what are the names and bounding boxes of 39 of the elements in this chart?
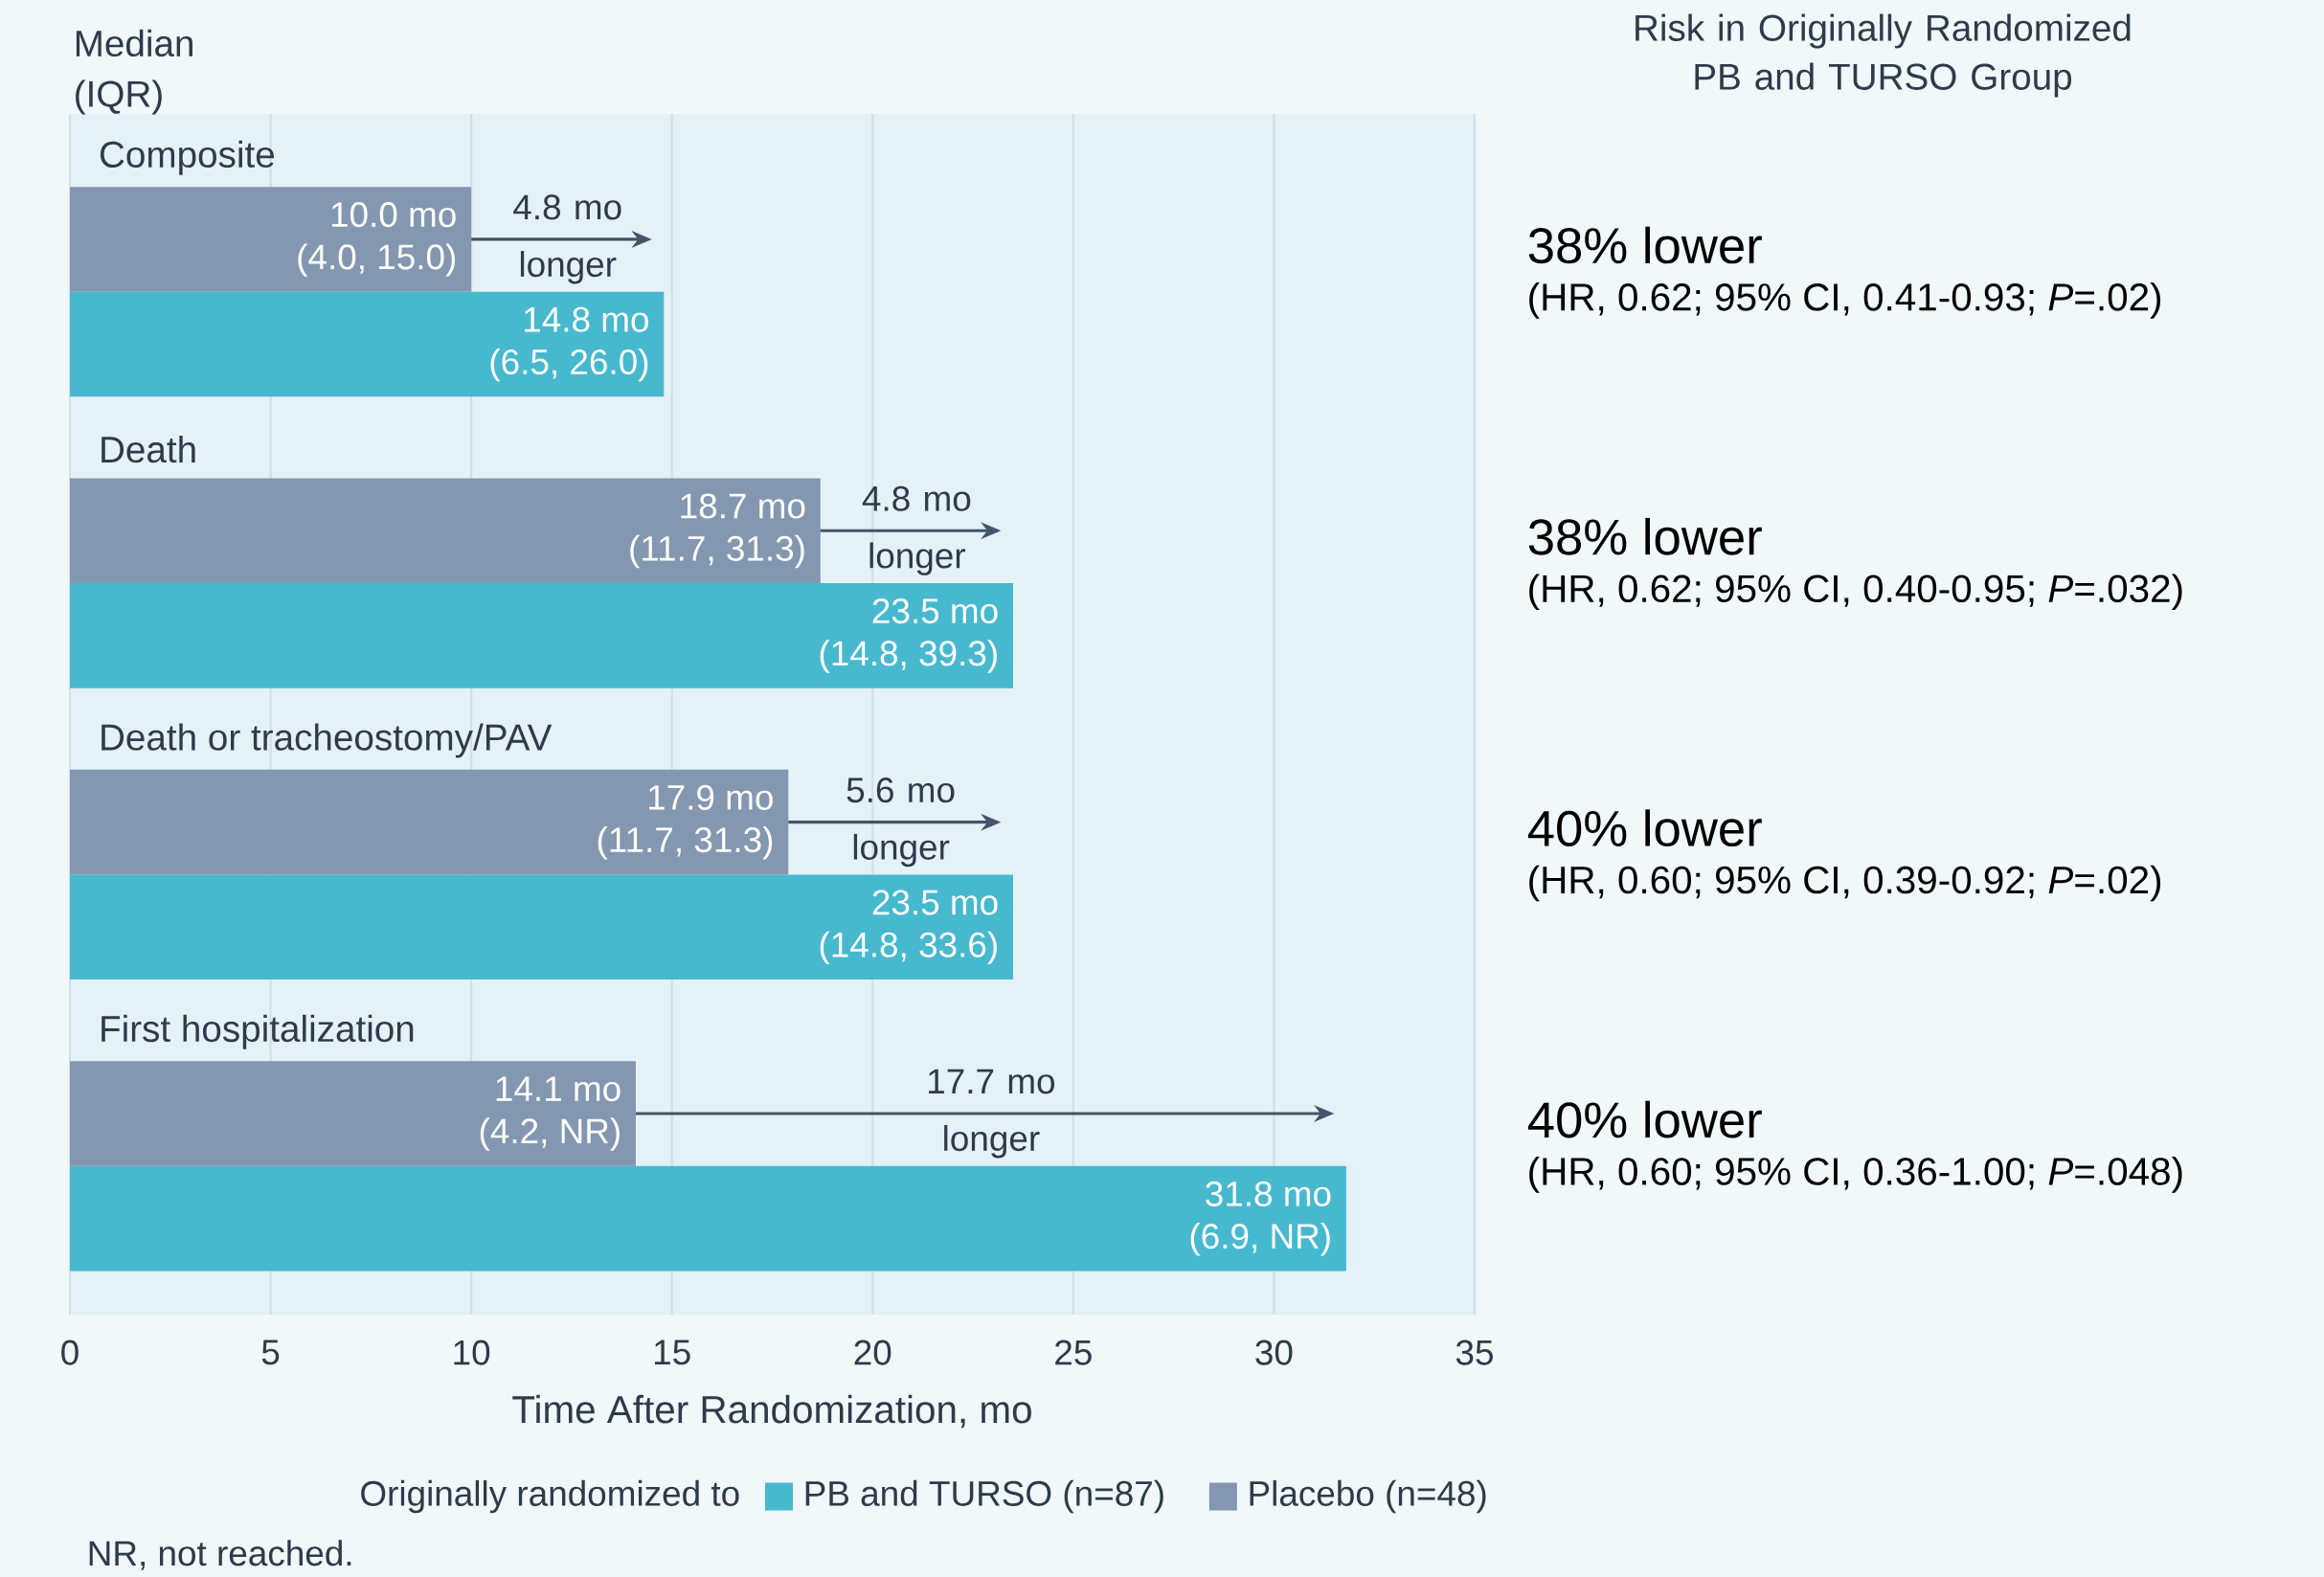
text: (HR, 0.60; 95% CI, 0.36-1.00; P=.048) bbox=[1529, 1157, 2182, 1193]
annotation: 4.8 mo longer bbox=[862, 485, 971, 575]
data-label: 10.0 mo (4.0, 15.0) bbox=[298, 202, 456, 277]
text: 38% lower bbox=[1528, 226, 1762, 264]
text: 40% lower bbox=[1527, 809, 1762, 847]
legend-label: Placebo (n=48) bbox=[1250, 1479, 1486, 1514]
x-tick-label: 20 bbox=[854, 1340, 891, 1365]
y-tick-label: Death bbox=[102, 435, 195, 463]
data-label: 23.5 mo (14.8, 33.6) bbox=[820, 890, 998, 965]
annotation: 5.6 mo longer bbox=[846, 777, 955, 867]
data-label: 18.7 mo (11.7, 31.3) bbox=[630, 493, 805, 569]
legend-title: Originally randomized to bbox=[361, 1479, 739, 1514]
text: Risk in Originally Randomized PB and TURSO Group bbox=[1636, 13, 2131, 98]
text: 38% lower bbox=[1528, 517, 1762, 555]
text: (HR, 0.62; 95% CI, 0.40-0.95; P=.032) bbox=[1529, 574, 2182, 611]
x-tick-label: 5 bbox=[261, 1340, 280, 1365]
data-label: 23.5 mo (14.8, 39.3) bbox=[820, 598, 998, 673]
x-tick-label: 0 bbox=[61, 1340, 79, 1365]
text: (HR, 0.62; 95% CI, 0.41-0.93; P=.02) bbox=[1529, 282, 2161, 319]
data-label: 17.9 mo (11.7, 31.3) bbox=[598, 784, 773, 860]
annotation: 17.7 mo longer bbox=[929, 1069, 1055, 1159]
text: (HR, 0.60; 95% CI, 0.39-0.92; P=.02) bbox=[1529, 865, 2161, 902]
x-tick-label: 25 bbox=[1055, 1340, 1092, 1365]
x-tick-label: 35 bbox=[1455, 1340, 1493, 1365]
y-tick-label: Death or tracheostomy/PAV bbox=[102, 723, 553, 758]
data-label: 14.1 mo (4.2, NR) bbox=[480, 1076, 620, 1151]
data-label: 14.8 mo (6.5, 26.0) bbox=[490, 306, 648, 382]
text: NR, not reached. bbox=[89, 1540, 351, 1570]
annotation: 4.8 mo longer bbox=[513, 194, 621, 284]
x-tick-label: 10 bbox=[454, 1340, 490, 1365]
data-label: 31.8 mo (6.9, NR) bbox=[1190, 1181, 1331, 1256]
y-tick-label: Composite bbox=[100, 140, 275, 175]
legend-label: PB and TURSO (n=87) bbox=[805, 1479, 1163, 1514]
annotation: Median (IQR) bbox=[76, 29, 192, 115]
text: 40% lower bbox=[1527, 1100, 1762, 1138]
x-axis-title: Time After Randomization, mo bbox=[512, 1394, 1031, 1429]
x-tick-label: 15 bbox=[655, 1340, 690, 1365]
x-tick-label: 30 bbox=[1255, 1340, 1293, 1365]
y-tick-label: First hospitalization bbox=[102, 1014, 414, 1049]
